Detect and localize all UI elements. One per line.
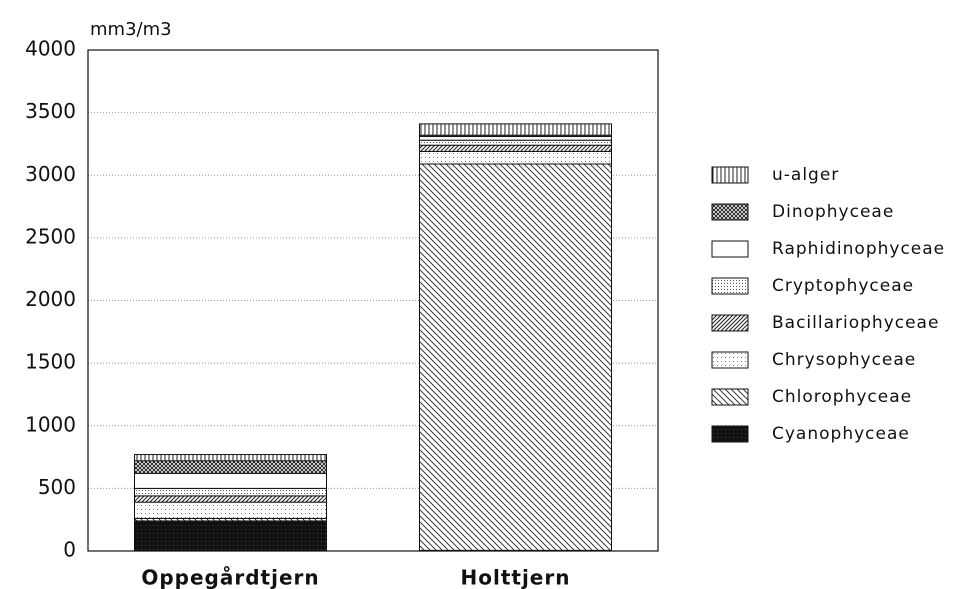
bar-segment — [419, 150, 612, 165]
legend-label: Dinophyceae — [772, 202, 894, 222]
legend-swatch — [711, 351, 749, 369]
bar-segment — [134, 487, 327, 497]
plot-frame — [87, 49, 659, 552]
y-axis-label: mm3/m3 — [90, 19, 172, 40]
bar-segment — [419, 139, 612, 146]
legend-label: Chlorophyceae — [772, 387, 912, 407]
y-tick-label: 2000 — [25, 287, 76, 311]
bar-segment — [419, 123, 612, 136]
legend-swatch — [711, 166, 749, 184]
bar-segment — [134, 460, 327, 474]
legend-swatch — [711, 388, 749, 406]
bar-segment — [419, 163, 612, 551]
legend-label: u-alger — [772, 165, 839, 185]
y-tick-label: 1000 — [25, 412, 76, 436]
x-tick-label: Oppegårdtjern — [141, 566, 319, 589]
x-tick-label: Holttjern — [461, 566, 571, 589]
legend-label: Raphidinophyceae — [772, 239, 945, 259]
y-tick-label: 3500 — [25, 99, 76, 123]
legend-swatch — [711, 425, 749, 443]
legend-swatch — [711, 240, 749, 258]
legend-label: Cyanophyceae — [772, 424, 910, 444]
y-tick-label: 2500 — [25, 224, 76, 248]
bar-segment — [134, 520, 327, 552]
bar-segment — [134, 472, 327, 489]
bar-segment — [134, 454, 327, 462]
y-tick-label: 0 — [63, 538, 76, 562]
y-tick-label: 3000 — [25, 162, 76, 186]
legend-label: Chrysophyceae — [772, 350, 916, 370]
legend-label: Cryptophyceae — [772, 276, 914, 296]
bar-segment — [419, 144, 612, 152]
bar-segment — [134, 501, 327, 519]
bar-segment — [419, 135, 612, 141]
y-tick-label: 500 — [38, 475, 76, 499]
legend-swatch — [711, 314, 749, 332]
y-tick-label: 1500 — [25, 350, 76, 374]
legend-swatch — [711, 277, 749, 295]
y-tick-label: 4000 — [25, 37, 76, 61]
legend-swatch — [711, 203, 749, 221]
legend-label: Bacillariophyceae — [772, 313, 939, 333]
bar-segment — [134, 495, 327, 503]
